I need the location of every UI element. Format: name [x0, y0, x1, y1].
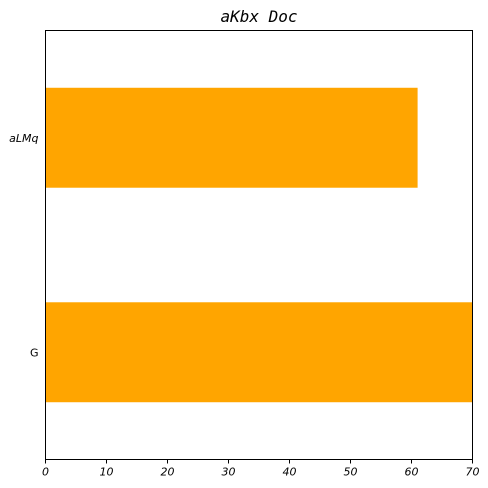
x-tick-label-60: 60 [405, 466, 419, 479]
x-tick-label-50: 50 [344, 466, 358, 479]
plot-frame [45, 30, 473, 460]
bar-aLMq [45, 87, 418, 188]
chart-title: aKbx Doc [220, 7, 297, 26]
x-axis-ticks: 0 10 20 30 40 50 60 70 [42, 459, 480, 479]
bars-group [45, 87, 473, 403]
x-tick-label-10: 10 [100, 466, 114, 479]
category-label-aLMq: aLMq [9, 132, 38, 145]
x-tick-label-30: 30 [222, 466, 236, 479]
x-tick-label-0: 0 [42, 466, 49, 479]
category-labels: aLMq G [9, 132, 38, 360]
x-tick-label-70: 70 [466, 466, 480, 479]
category-label-G: G [30, 346, 39, 359]
x-tick-label-20: 20 [161, 466, 175, 479]
x-tick-label-40: 40 [283, 466, 297, 479]
bar-G [45, 302, 473, 403]
